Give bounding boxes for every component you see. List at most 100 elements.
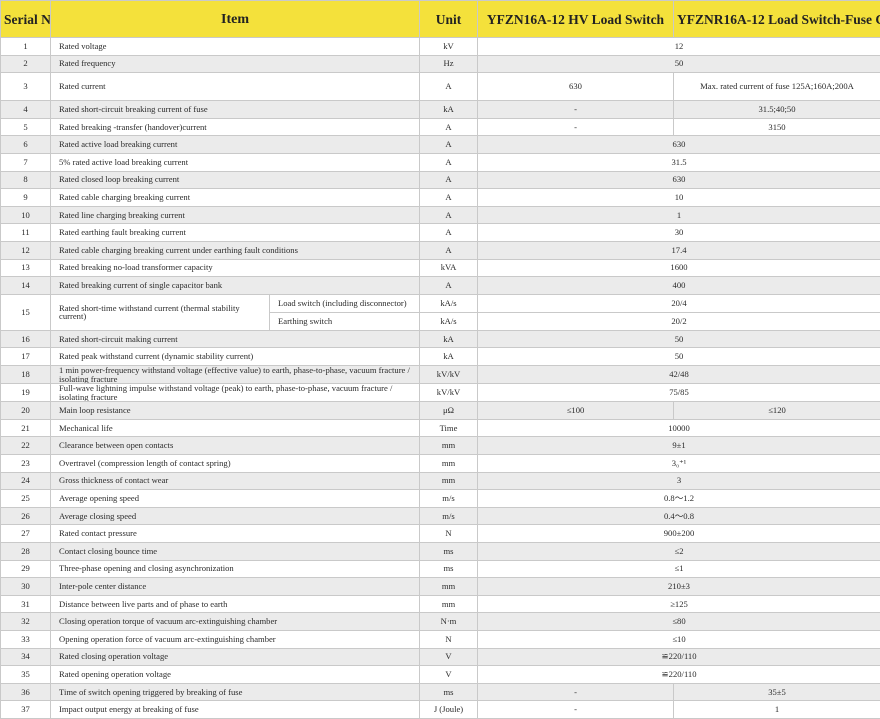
serial-number: 24 — [0, 471, 51, 491]
value-cell: 75/85 — [477, 383, 880, 403]
item-label: Mechanical life — [50, 418, 420, 438]
value-load-switch: 630 — [477, 72, 674, 102]
serial-number: 30 — [0, 577, 51, 596]
table-row: 30 Inter-pole center distance mm 210±3 — [0, 577, 880, 596]
unit-cell: A — [419, 223, 478, 242]
unit-cell: μΩ — [419, 401, 478, 420]
table-row: 2 Rated frequency Hz 50 — [0, 54, 880, 74]
item-label: Rated contact pressure — [50, 524, 420, 544]
value-cell: 900±200 — [477, 524, 880, 544]
value-cell: 10000 — [477, 418, 880, 438]
item-label: Gross thickness of contact wear — [50, 471, 420, 491]
table-body: 1 Rated voltage kV 12 2 Rated frequency Hz 50 3 R… — [0, 37, 880, 719]
item-label: Rated peak withstand current (dynamic st… — [50, 347, 420, 366]
value-cell: 3 — [477, 471, 880, 491]
serial-number: 36 — [0, 682, 51, 702]
item-label: Rated current — [50, 72, 420, 102]
unit-cell: kV/kV — [419, 364, 478, 385]
serial-number: 28 — [0, 542, 51, 561]
serial-number: 18 — [0, 364, 51, 385]
value-combination-unit: Max. rated current of fuse 125A;160A;200… — [673, 72, 880, 102]
value-cell: 12 — [477, 37, 880, 56]
unit-cell: mm — [419, 471, 478, 491]
serial-number: 15 — [0, 293, 51, 331]
table-row: 1 Rated voltage kV 12 — [0, 37, 880, 56]
unit-cell: ms — [419, 682, 478, 702]
table-row: 8 Rated closed loop breaking current A 630 — [0, 170, 880, 190]
unit-cell: ms — [419, 542, 478, 561]
value-combination-unit: 31.5;40;50 — [673, 100, 880, 119]
value-combination-unit: 1 — [673, 700, 880, 719]
serial-number: 23 — [0, 454, 51, 473]
item-label: Distance between live parts and of phase… — [50, 594, 420, 614]
item-label: Rated cable charging breaking current un… — [50, 240, 420, 260]
item-label: 1 min power-frequency withstand voltage … — [50, 364, 420, 385]
item-label: Average opening speed — [50, 489, 420, 508]
value-cell: 50 — [477, 329, 880, 349]
table-row: Earthing switch kA/s 20/2 — [1, 311, 880, 331]
item-label: Three-phase opening and closing asynchro… — [50, 559, 420, 579]
table-row: 19 Full-wave lightning impulse withstand … — [0, 383, 880, 403]
serial-number: 27 — [0, 524, 51, 544]
item-label: Rated earthing fault breaking current — [50, 223, 420, 242]
value-cell: ≥125 — [477, 594, 880, 614]
serial-number: 14 — [0, 276, 51, 295]
value-cell: 9±1 — [477, 436, 880, 456]
value-cell: 30 — [477, 223, 880, 242]
unit-cell: kVA — [419, 258, 478, 278]
table-row: 18 1 min power-frequency withstand voltag… — [0, 364, 880, 385]
value-load-switch: - — [477, 700, 674, 719]
value-cell: 630 — [477, 135, 880, 154]
value-cell: 17.4 — [477, 240, 880, 260]
serial-number: 6 — [0, 135, 51, 154]
table-row: 25 Average opening speed m/s 0.8～1.2 — [0, 489, 880, 508]
item-label: 5% rated active load breaking current — [50, 152, 420, 172]
table-row: 12 Rated cable charging breaking current … — [0, 240, 880, 260]
table-row: 3 Rated current A 630 Max. rated current of … — [0, 72, 880, 102]
table-row: 10 Rated line charging breaking current A 1 — [0, 205, 880, 225]
item-label: Rated opening operation voltage — [50, 665, 420, 684]
unit-cell: A — [419, 276, 478, 295]
table-row: 17 Rated peak withstand current (dynamic … — [0, 347, 880, 366]
unit-cell: N — [419, 630, 478, 649]
table-row: 33 Opening operation force of vacuum arc-… — [0, 630, 880, 649]
value-cell: ≤80 — [477, 612, 880, 631]
item-label: Rated short-circuit making current — [50, 329, 420, 349]
item-label: Rated closed loop breaking current — [50, 170, 420, 190]
item-label: Closing operation torque of vacuum arc-e… — [50, 612, 420, 631]
unit-cell: kV — [419, 37, 478, 56]
table-row: 20 Main loop resistance μΩ ≤100 ≤120 — [0, 401, 880, 420]
value-cell: 400 — [477, 276, 880, 295]
unit-cell: mm — [419, 454, 478, 473]
table-row: 9 Rated cable charging breaking current A 1… — [0, 188, 880, 207]
table-row: 24 Gross thickness of contact wear mm 3 — [0, 471, 880, 491]
value-cell: 42/48 — [477, 364, 880, 385]
value-cell: 630 — [477, 170, 880, 190]
value-cell: 50 — [477, 54, 880, 74]
item-label: Rated voltage — [50, 37, 420, 56]
item-label: Rated active load breaking current — [50, 135, 420, 154]
table-row: 13 Rated breaking no-load transformer cap… — [0, 258, 880, 278]
item-label: Clearance between open contacts — [50, 436, 420, 456]
table-row: 11 Rated earthing fault breaking current A… — [0, 223, 880, 242]
value-combination-unit: 3150 — [673, 117, 880, 137]
unit-cell: kA — [419, 329, 478, 349]
table-row: 27 Rated contact pressure N 900±200 — [0, 524, 880, 544]
value-cell: 31.5 — [477, 152, 880, 172]
item-label: Main loop resistance — [50, 401, 420, 420]
value-cell: 20/2 — [477, 311, 880, 331]
unit-cell: kA/s — [419, 311, 478, 331]
unit-cell: N·m — [419, 612, 478, 631]
value-load-switch: ≤100 — [477, 401, 674, 420]
table-row: 21 Mechanical life Time 10000 — [0, 418, 880, 438]
serial-number: 11 — [0, 223, 51, 242]
serial-number: 29 — [0, 559, 51, 579]
table-row: 16 Rated short-circuit making current kA 50 — [0, 329, 880, 349]
serial-number: 1 — [0, 37, 51, 56]
header-item: Item — [50, 0, 420, 38]
serial-number: 4 — [0, 100, 51, 119]
sub-item-label: Load switch (including disconnector) — [269, 293, 420, 313]
table-row: 7 5% rated active load breaking current A 3… — [0, 152, 880, 172]
item-label: Rated breaking -transfer (handover)curre… — [50, 117, 420, 137]
